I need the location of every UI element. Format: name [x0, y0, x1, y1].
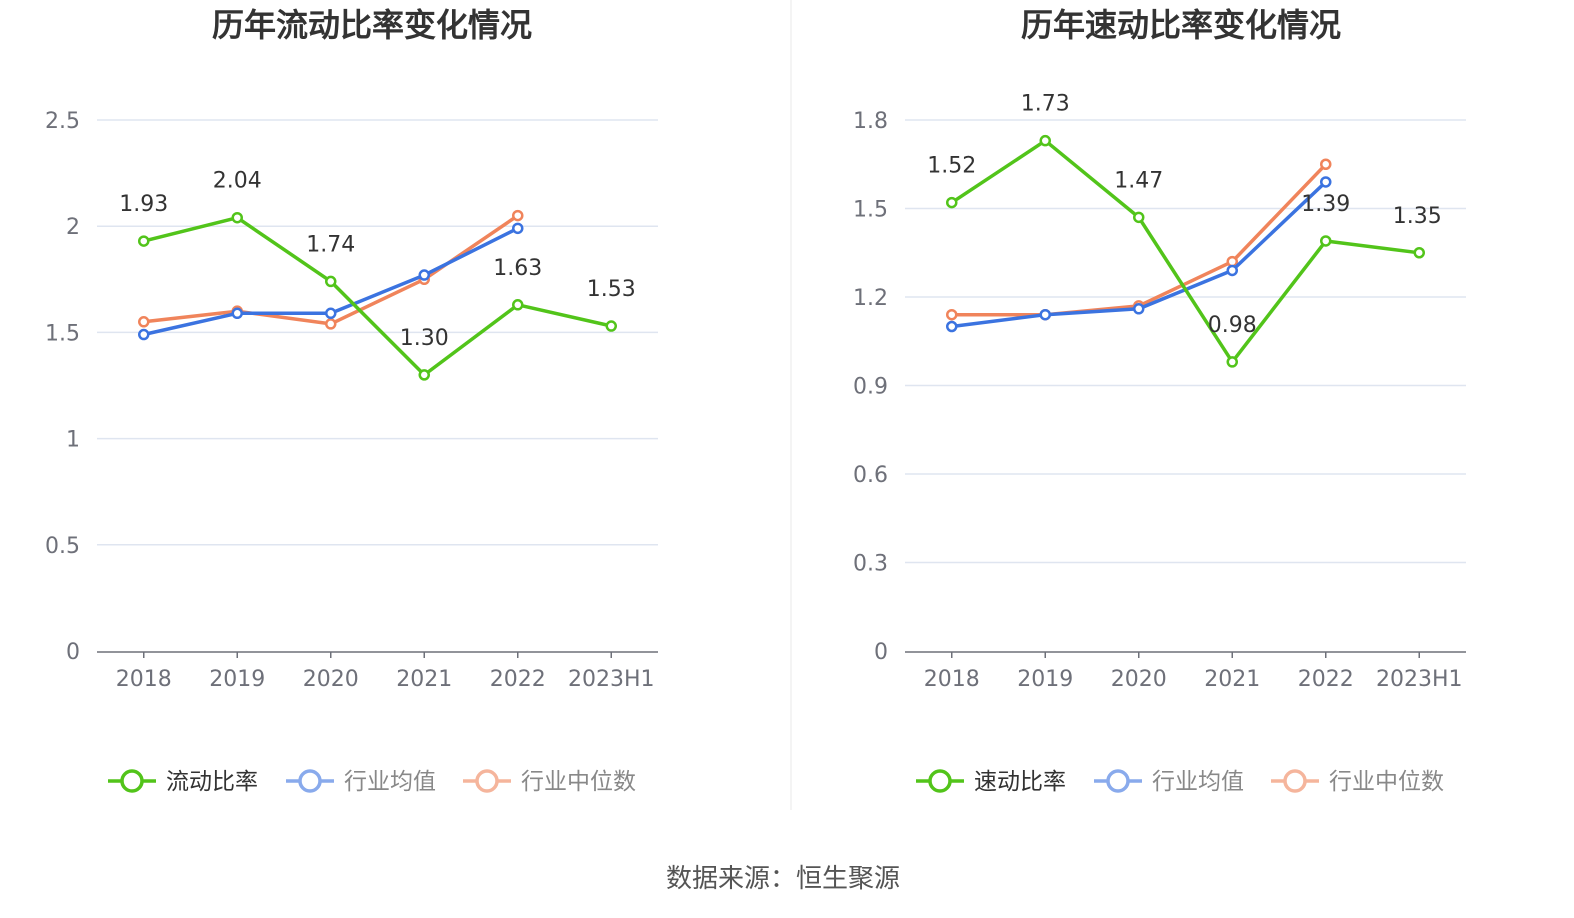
- data-label: 0.98: [1208, 313, 1257, 338]
- y-tick-label: 1.5: [853, 198, 888, 223]
- y-tick-label: 2: [66, 215, 80, 240]
- data-point-primary: [605, 320, 617, 332]
- data-point-primary: [325, 275, 337, 288]
- y-tick-label: 1.8: [853, 109, 888, 134]
- data-label: 1.74: [306, 232, 355, 257]
- legend-item-mean: [286, 769, 334, 793]
- data-label: 1.39: [1301, 192, 1350, 217]
- data-point-median: [512, 209, 524, 222]
- legend-circle-icon: [475, 769, 499, 793]
- data-point-primary: [1039, 134, 1051, 147]
- data-label: 1.52: [927, 154, 976, 179]
- legend-item-primary: [108, 769, 156, 793]
- data-point-mean: [1039, 308, 1051, 321]
- data-point-primary: [1226, 356, 1238, 368]
- x-tick-label: 2023H1: [568, 667, 655, 692]
- legend-circle-icon: [1283, 769, 1307, 793]
- legend-item-primary: [916, 769, 964, 793]
- data-label: 1.30: [400, 326, 449, 351]
- data-point-primary: [946, 196, 958, 209]
- legend-circle-icon: [928, 769, 952, 793]
- data-point-mean: [1133, 303, 1145, 315]
- legend-item-median: [463, 769, 511, 793]
- data-point-mean: [1226, 264, 1238, 277]
- series-line-primary: [142, 215, 614, 377]
- x-tick-label: 2022: [1298, 667, 1354, 692]
- data-point-primary: [231, 211, 243, 224]
- data-point-primary: [512, 299, 524, 311]
- x-tick-label: 2023H1: [1376, 667, 1463, 692]
- data-label: 1.73: [1021, 92, 1070, 117]
- x-tick-label: 2020: [1111, 667, 1167, 692]
- legend-label: 行业均值: [1152, 769, 1244, 795]
- data-point-mean: [231, 307, 243, 320]
- data-point-median: [325, 318, 337, 330]
- data-point-median: [138, 316, 150, 328]
- legend-circle-icon: [1106, 769, 1130, 793]
- current-ratio-chart: 历年流动比率变化情况 0 0.5 1 1.5 2 2.5 2018 2019 2020 2021 20…: [45, 6, 658, 795]
- y-tick-label: 0.6: [853, 463, 888, 488]
- data-point-mean: [138, 328, 150, 341]
- y-tick-label: 1.2: [853, 286, 888, 311]
- y-tick-label: 1: [66, 428, 80, 453]
- x-tick-label: 2021: [396, 667, 452, 692]
- data-point-primary: [418, 369, 430, 381]
- data-point-median: [1320, 158, 1332, 170]
- legend-item-median: [1271, 769, 1319, 793]
- data-point-primary: [1133, 211, 1145, 224]
- data-point-mean: [1320, 176, 1332, 188]
- data-label: 1.35: [1393, 204, 1442, 229]
- y-tick-label: 0: [874, 640, 888, 665]
- data-point-primary: [1413, 247, 1425, 259]
- data-point-primary: [138, 235, 150, 247]
- x-tick-label: 2020: [303, 667, 359, 692]
- data-point-primary: [1320, 235, 1332, 247]
- legend-label: 行业中位数: [521, 769, 636, 795]
- x-tick-label: 2022: [490, 667, 546, 692]
- data-source-note: 数据来源：恒生聚源: [666, 864, 900, 894]
- legend-circle-icon: [298, 769, 322, 793]
- data-point-mean: [946, 320, 958, 333]
- data-point-mean: [418, 269, 430, 281]
- y-tick-label: 2.5: [45, 109, 80, 134]
- legend-item-mean: [1094, 769, 1142, 793]
- legend-circle-icon: [120, 769, 144, 793]
- data-label: 1.63: [493, 256, 542, 281]
- data-label: 1.93: [119, 192, 168, 217]
- chart-title: 历年速动比率变化情况: [1021, 6, 1341, 44]
- x-tick-label: 2019: [1017, 667, 1073, 692]
- y-tick-label: 0: [66, 640, 80, 665]
- legend-label: 行业中位数: [1329, 769, 1444, 795]
- chart-title: 历年流动比率变化情况: [212, 6, 532, 44]
- y-tick-label: 0.9: [853, 375, 888, 400]
- data-label: 1.53: [587, 277, 636, 302]
- legend-label: 速动比率: [974, 769, 1066, 795]
- x-tick-label: 2018: [924, 667, 980, 692]
- x-tick-label: 2021: [1204, 667, 1260, 692]
- x-tick-label: 2019: [209, 667, 265, 692]
- y-tick-label: 0.5: [45, 534, 80, 559]
- x-tick-label: 2018: [116, 667, 172, 692]
- y-tick-label: 1.5: [45, 321, 80, 346]
- legend-label: 行业均值: [344, 769, 436, 795]
- data-label: 1.47: [1114, 168, 1163, 193]
- series-line-primary: [950, 138, 1422, 364]
- y-tick-label: 0.3: [853, 552, 888, 577]
- data-point-mean: [512, 222, 524, 235]
- data-point-median: [946, 308, 958, 321]
- data-point-mean: [325, 307, 337, 320]
- data-label: 2.04: [213, 169, 262, 194]
- legend-label: 流动比率: [166, 769, 258, 795]
- quick-ratio-chart: 历年速动比率变化情况 0 0.3 0.6 0.9 1.2 1.5 1.8 2018 2019 202…: [853, 6, 1466, 795]
